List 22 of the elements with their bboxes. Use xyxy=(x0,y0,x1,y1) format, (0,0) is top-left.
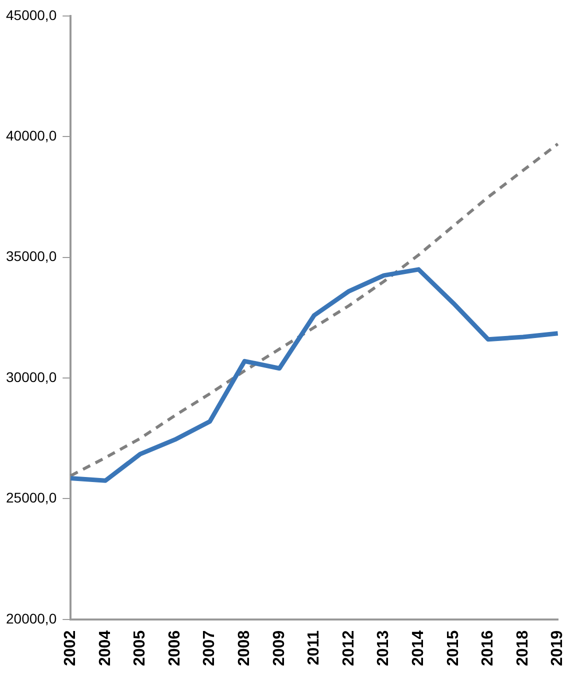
x-tick-label: 2019 xyxy=(549,630,566,666)
y-tick-label: 30000,0 xyxy=(6,368,57,385)
x-tick-label: 2002 xyxy=(62,630,80,666)
x-tick-label: 2006 xyxy=(166,630,184,666)
x-tick-label: 2015 xyxy=(444,630,462,666)
y-tick-label: 20000,0 xyxy=(6,610,57,626)
y-tick-label: 35000,0 xyxy=(6,248,57,264)
x-tick-label: 2011 xyxy=(306,630,323,666)
x-tick-label: 2016 xyxy=(480,630,497,666)
y-tick-label: 40000,0 xyxy=(6,128,57,144)
x-tick-label: 2013 xyxy=(375,630,392,666)
x-tick-label: 2008 xyxy=(236,630,254,666)
x-tick-label: 2005 xyxy=(132,630,149,666)
x-tick-label: 2009 xyxy=(270,630,288,666)
y-tick-label: 25000,0 xyxy=(6,490,57,506)
x-tick-label: 2012 xyxy=(340,630,358,666)
line-series xyxy=(69,142,560,478)
x-tick-label: 2018 xyxy=(514,630,532,666)
x-tick-label: 2007 xyxy=(201,630,218,666)
x-tick-label: 2004 xyxy=(96,630,114,666)
y-tick-label: 45000,0 xyxy=(6,6,57,23)
x-tick-label: 2014 xyxy=(410,630,428,666)
